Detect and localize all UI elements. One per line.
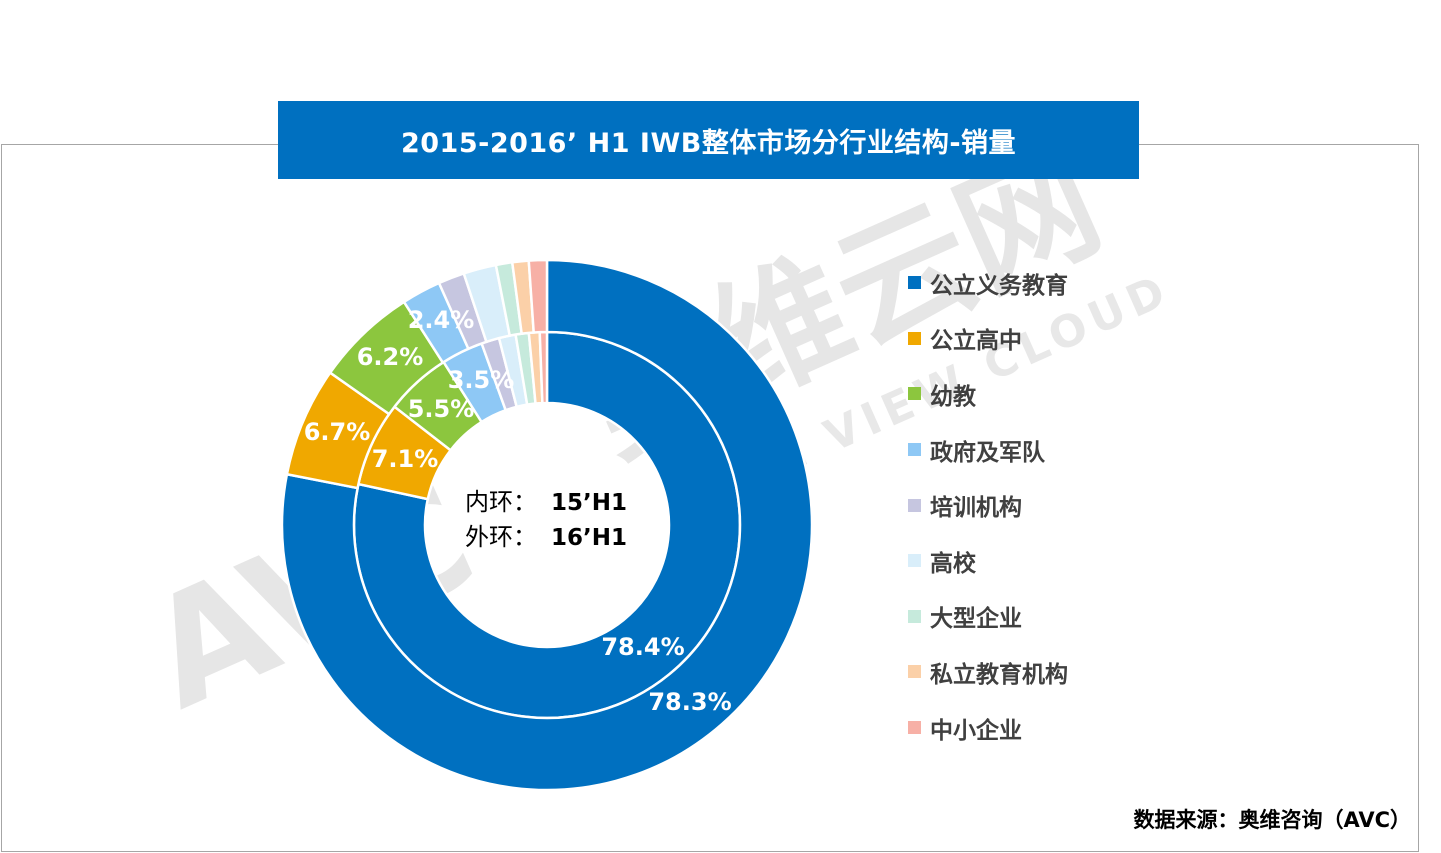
legend-swatch [908,331,921,345]
legend-swatch [908,665,921,679]
legend: 公立义务教育 公立高中幼教政府及军队培训机构高校大型企业私立教育机构 中小企业 [908,255,1148,755]
legend-label: 公立高中 [930,328,1022,355]
legend-swatch [908,498,921,512]
legend-label: 政府及军队 [930,439,1045,466]
legend-label: 大型企业 [930,606,1022,633]
source-suffix: ） [1390,807,1411,832]
legend-label: 培训机构 [930,495,1022,522]
legend-item: 公立义务教育 [908,255,1148,311]
center-outer-value: 16’H1 [551,525,627,551]
legend-item: 公立高中 [908,311,1148,367]
legend-item: 幼教 [908,366,1148,422]
inner-ring-label-2: 5.5% [408,395,475,423]
donut-labels: 78.4% 7.1% 5.5%3.5% 78.3% 6.7% 6.2% 2.4% [304,306,732,716]
inner-ring-label-3: 3.5% [448,366,515,394]
inner-ring-label-1: 7.1% [372,445,439,473]
legend-item: 高校 [908,533,1148,589]
outer-ring-label-1: 6.7% [304,418,371,446]
legend-label: 公立义务教育 [930,272,1068,299]
legend-swatch [908,387,921,401]
legend-label: 私立教育机构 [930,661,1068,688]
outer-ring-slice-0 [280,258,814,792]
center-outer-label: 外环： [465,523,537,551]
legend-item: 培训机构 [908,477,1148,533]
legend-label: 高校 [930,550,976,577]
outer-ring-label-3: 2.4% [408,306,475,334]
legend-swatch [908,721,921,735]
source-prefix: 数据来源：奥维咨询（ [1133,807,1344,832]
legend-item: 政府及军队 [908,422,1148,478]
legend-swatch [908,276,921,290]
inner-ring-label-0: 78.4% [601,633,684,661]
legend-item: 大型企业 [908,589,1148,645]
legend-label: 中小企业 [930,717,1022,744]
legend-swatch [908,443,921,457]
outer-ring-label-2: 6.2% [357,343,424,371]
inner-ring-slice-8 [538,330,549,405]
legend-swatch [908,609,921,623]
data-source: 数据来源：奥维咨询（AVC） [1134,804,1412,834]
legend-item: 私立教育机构 [908,644,1148,700]
legend-swatch [908,554,921,568]
donut-rings [280,258,814,792]
legend-label: 幼教 [930,383,976,410]
center-inner-value: 15’H1 [551,490,627,516]
center-text: 内环： 15’H1 外环： 16’H1 [465,488,627,551]
center-inner-label: 内环： [465,488,537,516]
chart-title: 2015-2016’ H1 IWB整体市场分行业结构-销量 [278,101,1139,179]
outer-ring-label-0: 78.3% [648,688,731,716]
legend-item: 中小企业 [908,700,1148,756]
source-code: AVC [1343,808,1391,832]
outer-ring-slice-8 [527,258,549,334]
